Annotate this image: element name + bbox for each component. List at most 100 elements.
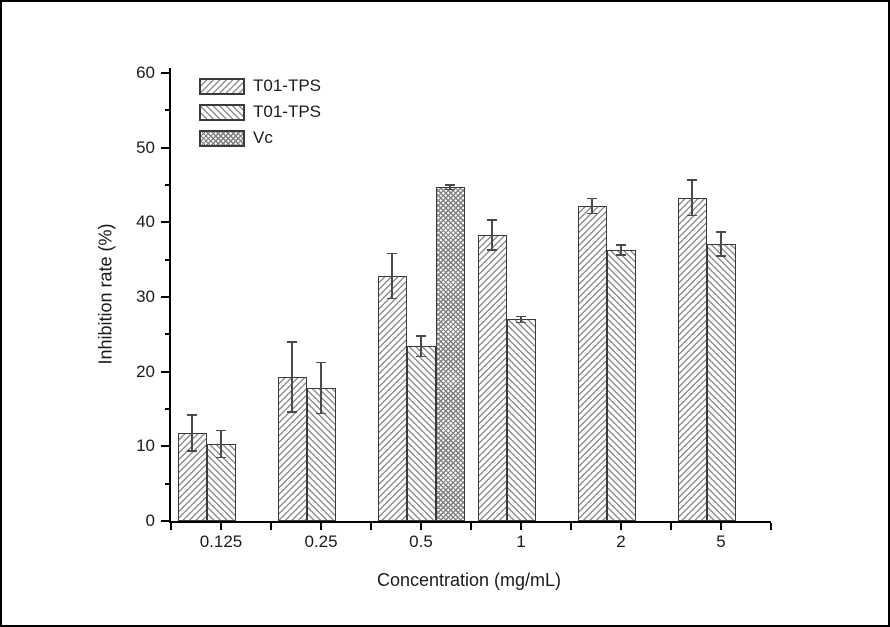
legend-swatch-crosshatch: [199, 129, 245, 147]
error-bar-cap: [616, 244, 626, 246]
x-axis-tick: [720, 523, 722, 530]
x-axis-tick: [470, 523, 472, 530]
error-bar: [449, 184, 451, 191]
x-axis-tick: [620, 523, 622, 530]
bar-t01-tps-2: [577, 205, 607, 521]
x-axis-tick: [570, 523, 572, 530]
error-bar-cap: [287, 341, 297, 343]
error-bar-cap: [316, 412, 326, 415]
y-axis-tick: [161, 72, 169, 74]
bar-t01-tps-2: [606, 249, 636, 521]
y-tick-label: 40: [136, 212, 155, 232]
x-axis-tick: [220, 523, 222, 530]
y-axis-minor-tick: [165, 258, 169, 261]
legend-swatch-diagonal-back: [199, 103, 245, 121]
error-bar-cap: [616, 254, 626, 256]
error-bar-cap: [716, 255, 726, 257]
y-tick-label: 0: [145, 511, 155, 530]
error-bar-cap: [387, 297, 397, 300]
error-bar-cap: [216, 456, 226, 459]
y-axis-tick: [161, 445, 169, 448]
bar-t01-tps-1: [477, 235, 507, 521]
error-bar-cap: [716, 231, 726, 233]
legend-label: T01-TPS: [253, 102, 322, 121]
y-tick-label: 10: [136, 436, 155, 456]
error-bar-cap: [387, 252, 397, 255]
y-tick-label: 30: [136, 287, 155, 306]
error-bar-cap: [316, 361, 326, 364]
error-bar-cap: [445, 184, 455, 186]
error-bar: [720, 231, 722, 257]
x-axis-tick: [320, 523, 322, 530]
x-axis-tick: [520, 523, 522, 530]
error-bar: [491, 219, 493, 251]
y-axis-tick: [161, 520, 169, 522]
error-bar: [620, 244, 622, 256]
plot-area: T01-TPS T01-TPS Vc 0 10 20 30 40 50 60 0.125 0.25 0…: [136, 63, 772, 551]
x-axis-tick: [370, 523, 372, 530]
x-tick-label: 0.25: [304, 532, 338, 551]
y-axis-tick: [161, 296, 169, 298]
x-axis-tick: [170, 523, 172, 530]
x-axis-tick: [670, 523, 672, 530]
legend: T01-TPS T01-TPS Vc: [199, 76, 321, 154]
error-bar-cap: [187, 450, 197, 452]
error-bar-cap: [416, 335, 426, 337]
legend-label: T01-TPS: [253, 76, 322, 95]
error-bar-cap: [516, 321, 526, 324]
legend-swatch-diagonal-forward: [199, 77, 245, 95]
bar-t01-tps-0.5: [377, 276, 407, 521]
error-bar: [691, 179, 693, 217]
bar-t01-tps-5: [706, 244, 736, 521]
y-tick-label: 20: [136, 361, 155, 381]
legend-label: Vc: [253, 128, 273, 147]
error-bar-cap: [516, 315, 526, 318]
x-tick-label: 2: [616, 532, 626, 551]
y-axis-tick: [161, 146, 169, 149]
error-bar-cap: [487, 219, 497, 221]
error-bar-cap: [587, 212, 597, 215]
y-axis-tick: [161, 370, 169, 373]
x-axis-tick: [770, 523, 772, 530]
error-bar-cap: [216, 429, 226, 432]
bar-t01-tps-1: [506, 319, 536, 521]
bar-t01-tps-5: [677, 197, 707, 521]
y-axis-minor-tick: [165, 333, 169, 336]
x-tick-label: 5: [716, 532, 726, 551]
error-bar-cap: [487, 249, 497, 251]
error-bar: [220, 429, 222, 459]
y-tick-label: 50: [136, 137, 155, 157]
y-axis-minor-tick: [165, 408, 169, 410]
error-bar: [291, 341, 293, 413]
legend-item: T01-TPS: [199, 76, 321, 96]
x-axis-tick: [420, 523, 422, 530]
x-tick-label: 0.125: [199, 532, 243, 551]
error-bar-cap: [187, 414, 197, 416]
error-bar-cap: [687, 179, 697, 181]
error-bar-cap: [687, 214, 697, 217]
error-bar: [520, 315, 522, 324]
legend-item: T01-TPS: [199, 102, 321, 122]
y-axis-tick: [161, 221, 169, 224]
x-axis-tick: [270, 523, 272, 530]
error-bar-cap: [287, 411, 297, 413]
legend-item: Vc: [199, 128, 321, 148]
error-bar: [320, 361, 322, 415]
y-tick-label: 60: [136, 63, 155, 82]
error-bar: [591, 197, 593, 215]
error-bar-cap: [445, 188, 455, 191]
x-tick-label: 1: [516, 532, 526, 551]
bar-t01-tps-0.5: [406, 346, 436, 521]
x-tick-label: 0.5: [409, 532, 433, 551]
y-axis-minor-tick: [165, 184, 169, 186]
error-bar-cap: [587, 197, 597, 200]
bar-vc-0.5: [435, 187, 465, 521]
error-bar: [420, 335, 422, 358]
error-bar-cap: [416, 355, 426, 358]
y-axis-minor-tick: [165, 482, 169, 485]
x-axis-title: Concentration (mg/mL): [376, 570, 562, 590]
bar-t01-tps-0.125: [206, 444, 236, 521]
error-bar: [391, 252, 393, 300]
y-axis-minor-tick: [165, 109, 169, 112]
